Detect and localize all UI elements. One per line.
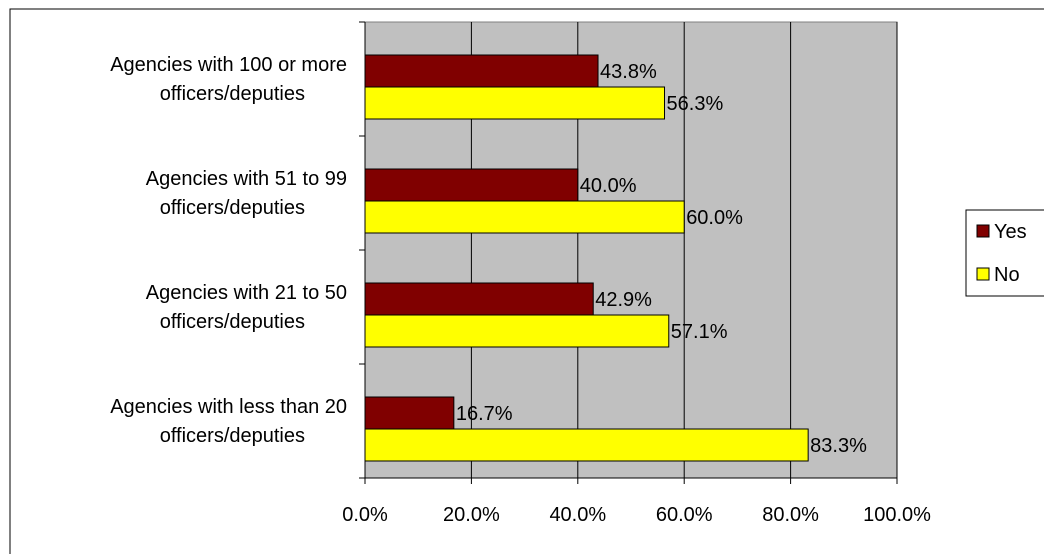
bar-no bbox=[364, 200, 685, 234]
data-label: 42.9% bbox=[595, 289, 652, 311]
category-label: Agencies with 21 to 50 officers/deputies bbox=[146, 282, 347, 333]
category-label: Agencies with 51 to 99 officers/deputies bbox=[146, 168, 347, 219]
legend-label-no: No bbox=[994, 264, 1020, 286]
legend-label-yes: Yes bbox=[994, 221, 1027, 243]
legend-swatch-yes bbox=[976, 224, 990, 238]
x-tick-label: 80.0% bbox=[762, 504, 819, 526]
data-label: 40.0% bbox=[580, 175, 637, 197]
data-label: 43.8% bbox=[600, 61, 657, 83]
data-labels: 43.8% 56.3% 40.0% 60.0% 42.9% 57.1% 16.7% 83.3% bbox=[456, 61, 867, 457]
legend: Yes No bbox=[965, 209, 1044, 297]
bar-no bbox=[364, 86, 666, 120]
category-label: Agencies with less than 20 officers/deput… bbox=[110, 396, 347, 447]
data-label: 16.7% bbox=[456, 403, 513, 425]
bar-yes bbox=[364, 396, 455, 430]
x-tick-label: 20.0% bbox=[443, 504, 500, 526]
x-tick-labels: 0.0% 20.0% 40.0% 60.0% 80.0% 100.0% bbox=[342, 504, 931, 526]
bars bbox=[364, 54, 809, 462]
category-labels: Agencies with 100 or more officers/deputi… bbox=[110, 54, 347, 447]
bar-yes bbox=[364, 168, 579, 202]
gridlines bbox=[470, 22, 898, 478]
bar-no bbox=[364, 314, 670, 348]
legend-box bbox=[965, 209, 1044, 297]
bar-yes bbox=[364, 54, 599, 88]
data-label: 56.3% bbox=[667, 93, 724, 115]
x-tick-label: 0.0% bbox=[342, 504, 388, 526]
legend-swatch-no bbox=[976, 267, 990, 281]
data-label: 83.3% bbox=[810, 435, 867, 457]
bar-no bbox=[364, 428, 809, 462]
x-tick-label: 40.0% bbox=[549, 504, 606, 526]
bar-yes bbox=[364, 282, 594, 316]
x-tick-label: 60.0% bbox=[656, 504, 713, 526]
category-label: Agencies with 100 or more officers/deputi… bbox=[110, 54, 347, 105]
x-tick-label: 100.0% bbox=[863, 504, 931, 526]
data-label: 57.1% bbox=[671, 321, 728, 343]
data-label: 60.0% bbox=[686, 207, 743, 229]
